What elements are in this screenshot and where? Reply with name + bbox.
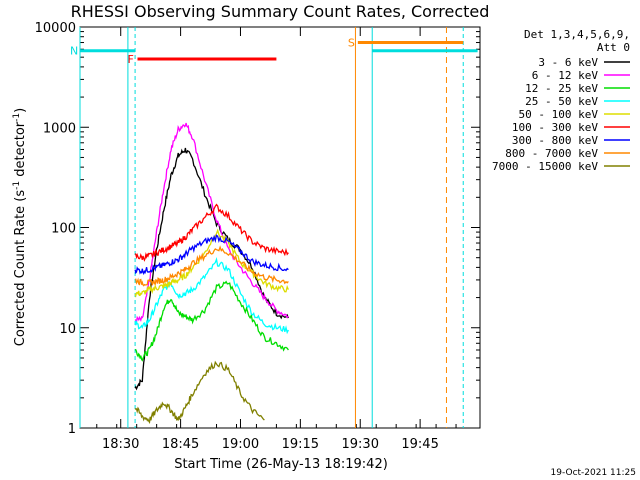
- y-axis-label-mid: detector: [13, 121, 28, 181]
- y-axis-label-end: ): [13, 108, 28, 113]
- x-tick-label: 19:30: [342, 437, 379, 452]
- legend-label-7: 800 - 7000 keV: [505, 147, 598, 160]
- y-tick-label: 1: [68, 422, 76, 437]
- series-line-6: [134, 234, 289, 276]
- legend-label-6: 300 - 800 keV: [512, 134, 598, 147]
- series-line-5: [134, 203, 289, 262]
- attenuator-label: Att 0: [597, 41, 630, 54]
- legend-label-4: 50 - 100 keV: [519, 108, 599, 121]
- series-line-8: [134, 360, 265, 425]
- plot-area: 1 10 100 1000 10000 18:30 18:45 19:00 19:15 19:30…: [35, 21, 481, 452]
- y-axis-label-sup: -1: [12, 181, 22, 190]
- y-axis-label-sup2: -1: [12, 113, 22, 122]
- legend-label-8: 7000 - 15000 keV: [492, 160, 598, 173]
- y-axis-label-main: Corrected Count Rate (s: [13, 190, 28, 347]
- y-tick-label: 10: [59, 322, 76, 337]
- chart-title: RHESSI Observing Summary Count Rates, Co…: [71, 2, 490, 21]
- detector-label: Det 1,3,4,5,6,9,: [524, 28, 630, 41]
- legend-label-2: 12 - 25 keV: [525, 82, 598, 95]
- x-tick-label: 19:45: [401, 437, 438, 452]
- series-line-0: [134, 147, 290, 391]
- legend-label-1: 6 - 12 keV: [532, 69, 599, 82]
- series-line-2: [134, 280, 289, 362]
- series-line-3: [134, 257, 289, 335]
- y-axis-label: Corrected Count Rate (s-1 detector-1): [12, 108, 28, 346]
- flag-label: S: [348, 37, 355, 50]
- y-tick-label: 10000: [35, 21, 76, 36]
- legend-label-5: 100 - 300 keV: [512, 121, 598, 134]
- legend-label-0: 3 - 6 keV: [538, 56, 598, 69]
- x-axis-label: Start Time (26-May-13 18:19:42): [174, 457, 388, 472]
- x-tick-label: 19:15: [282, 437, 319, 452]
- x-tick-label: 19:00: [222, 437, 259, 452]
- series-line-1: [134, 122, 289, 325]
- y-tick-label: 1000: [43, 121, 76, 136]
- flag-label: F: [127, 53, 133, 66]
- x-tick-label: 18:30: [102, 437, 139, 452]
- series-line-4: [134, 228, 289, 298]
- plot-frame: [79, 26, 481, 429]
- x-tick-label: 18:45: [162, 437, 199, 452]
- legend-label-3: 25 - 50 keV: [525, 95, 598, 108]
- y-tick-label: 100: [51, 222, 76, 237]
- series-line-7: [135, 245, 289, 287]
- flag-label: N: [70, 45, 78, 58]
- timestamp: 19-Oct-2021 11:25: [551, 468, 636, 478]
